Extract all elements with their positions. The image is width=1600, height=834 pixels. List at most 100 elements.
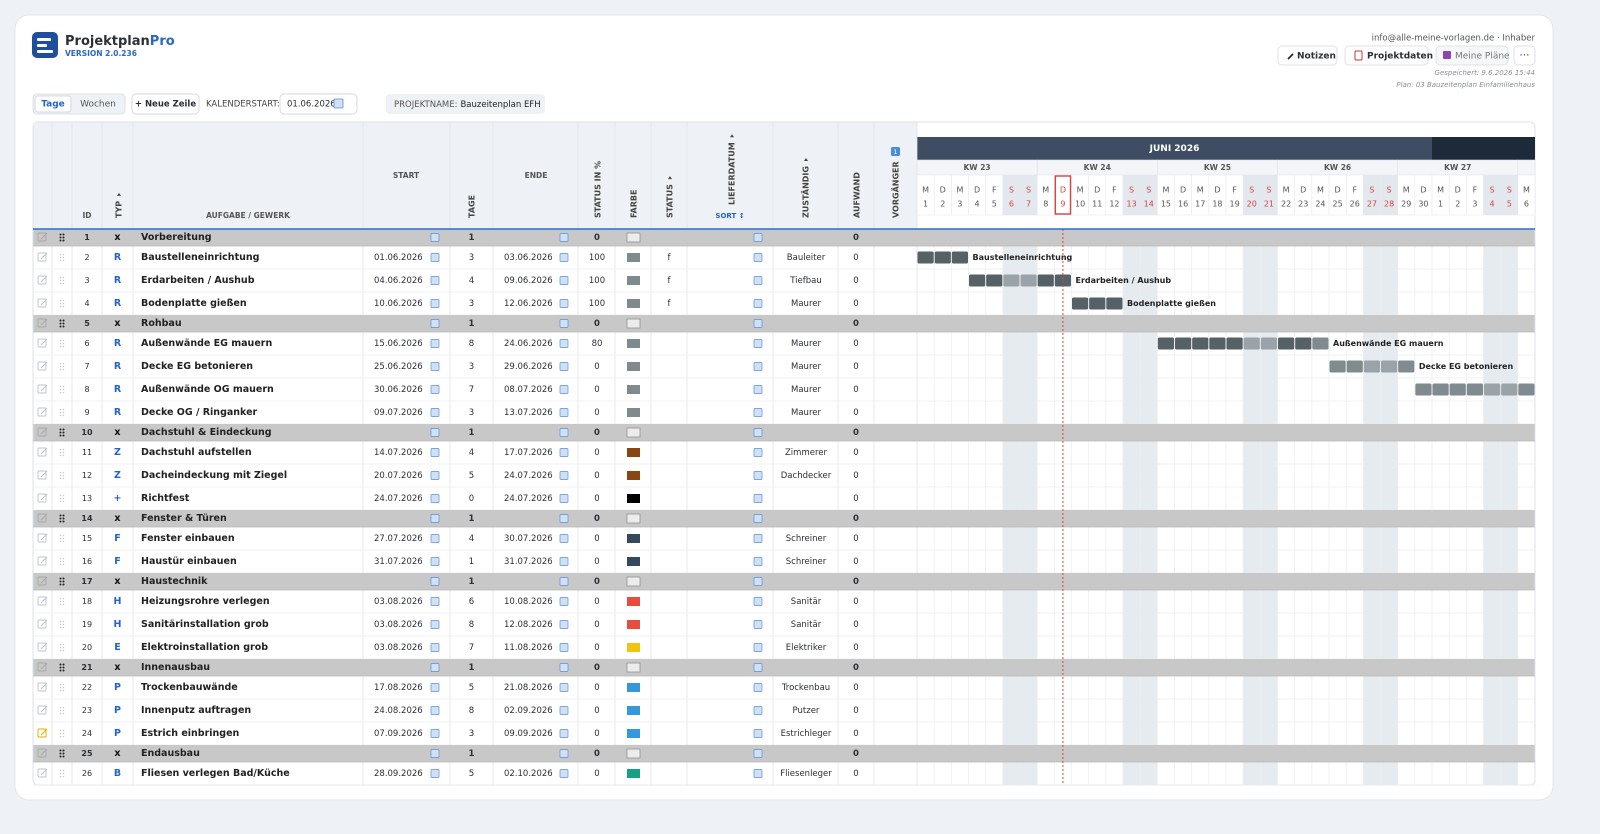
calendar-icon[interactable] [430,769,440,778]
calendar-icon[interactable] [430,597,440,606]
calendar-icon[interactable] [559,339,569,348]
calendar-icon[interactable] [430,706,440,715]
calendar-icon[interactable] [559,494,569,503]
edit-icon[interactable] [37,619,47,629]
edit-icon-pen[interactable] [40,407,48,415]
row-color-swatch[interactable] [627,534,640,543]
edit-icon-pen[interactable] [40,748,48,756]
edit-icon[interactable] [37,768,47,778]
edit-icon[interactable] [37,407,47,417]
calendar-icon[interactable] [430,362,440,371]
edit-icon-pen[interactable] [40,493,48,501]
edit-icon-pen[interactable] [40,513,48,521]
new-row-button[interactable] [131,93,200,115]
calendar-icon[interactable] [753,471,763,480]
edit-icon[interactable] [37,252,47,262]
row-color-swatch[interactable] [627,643,640,652]
calendar-icon[interactable] [559,514,569,523]
calendar-icon[interactable] [753,577,763,586]
calendar-icon[interactable] [559,577,569,586]
calendar-icon[interactable] [430,339,440,348]
edit-icon[interactable] [37,384,47,394]
calendar-icon[interactable] [559,448,569,457]
calendar-icon[interactable] [430,643,440,652]
calendar-icon[interactable] [753,299,763,308]
row-color-swatch[interactable] [627,339,640,348]
row-color-swatch[interactable] [626,662,641,673]
calendar-icon[interactable] [430,749,440,758]
calendar-icon[interactable] [753,233,763,242]
edit-icon-pen[interactable] [40,619,48,627]
row-color-swatch[interactable] [627,620,640,629]
edit-icon-pen[interactable] [40,705,48,713]
edit-icon-pen[interactable] [40,533,48,541]
edit-icon[interactable] [37,361,47,371]
calendar-icon[interactable] [559,683,569,692]
edit-icon[interactable] [37,298,47,308]
row-color-swatch[interactable] [627,299,640,308]
edit-icon-pen[interactable] [40,728,48,736]
edit-icon[interactable] [37,576,47,586]
calendar-icon[interactable] [753,643,763,652]
calendar-icon[interactable] [430,557,440,566]
calendar-icon[interactable] [430,683,440,692]
calendar-icon[interactable] [559,597,569,606]
edit-icon-pen[interactable] [40,682,48,690]
calendar-icon[interactable] [753,319,763,328]
row-color-swatch[interactable] [627,683,640,692]
edit-icon-pen[interactable] [40,361,48,369]
notes-button[interactable] [1277,45,1338,66]
calendar-icon[interactable] [430,253,440,262]
calendar-icon[interactable] [753,408,763,417]
edit-icon-pen[interactable] [40,768,48,776]
calendar-icon[interactable] [753,514,763,523]
row-color-swatch[interactable] [627,385,640,394]
edit-icon[interactable] [37,748,47,758]
calendar-icon[interactable] [430,494,440,503]
edit-icon[interactable] [37,596,47,606]
calendar-icon[interactable] [559,620,569,629]
calendar-icon[interactable] [559,233,569,242]
edit-icon[interactable] [37,232,47,242]
calendar-icon[interactable] [559,557,569,566]
calendar-icon[interactable] [430,408,440,417]
edit-icon[interactable] [37,318,47,328]
calendar-icon[interactable] [753,557,763,566]
edit-icon[interactable] [37,338,47,348]
row-color-swatch[interactable] [626,576,641,587]
edit-icon-pen[interactable] [40,384,48,392]
calendar-icon[interactable] [753,276,763,285]
edit-icon-pen[interactable] [40,596,48,604]
row-color-swatch[interactable] [627,471,640,480]
calendar-icon[interactable] [753,428,763,437]
row-color-swatch[interactable] [626,513,641,524]
edit-icon-pen[interactable] [40,275,48,283]
calendar-icon[interactable] [559,769,569,778]
calendar-icon[interactable] [430,471,440,480]
calendar-icon[interactable] [753,706,763,715]
edit-icon-pen[interactable] [40,318,48,326]
edit-icon[interactable] [37,705,47,715]
calendar-icon[interactable] [430,299,440,308]
row-color-swatch[interactable] [627,362,640,371]
calendar-icon[interactable] [430,729,440,738]
row-color-swatch[interactable] [627,408,640,417]
calendar-icon[interactable] [753,253,763,262]
calendar-icon[interactable] [753,683,763,692]
edit-icon[interactable] [37,447,47,457]
edit-icon[interactable] [37,728,47,738]
calendar-icon[interactable] [430,319,440,328]
edit-icon-pen[interactable] [40,556,48,564]
row-color-swatch[interactable] [627,557,640,566]
calendar-icon[interactable] [559,471,569,480]
edit-icon[interactable] [37,470,47,480]
calendar-icon[interactable] [559,663,569,672]
row-color-swatch[interactable] [627,597,640,606]
calendar-icon[interactable] [559,319,569,328]
calendar-icon[interactable] [430,577,440,586]
calendar-icon[interactable] [559,299,569,308]
edit-icon[interactable] [37,493,47,503]
calendar-icon[interactable] [559,385,569,394]
sort-label[interactable]: SORT ↕ [715,212,744,220]
row-color-swatch[interactable] [626,427,641,438]
